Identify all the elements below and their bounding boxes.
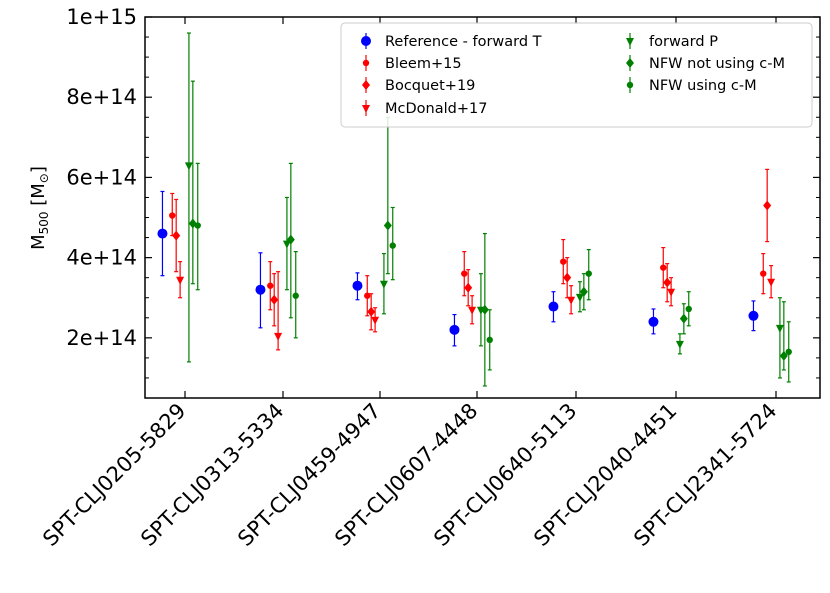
legend-frame: [340, 22, 813, 128]
data-point: [760, 270, 767, 277]
legend-item-forward-p: forward P: [626, 33, 718, 50]
data-point: [748, 310, 759, 321]
data-point: [176, 276, 185, 285]
legend-label: NFW using c-M: [649, 78, 757, 94]
legend-label: Bocquet+19: [385, 78, 475, 94]
data-point: [785, 348, 792, 356]
series-nfw-not-using-c-m: [188, 80, 788, 387]
data-point: [480, 304, 489, 315]
legend-item-nfw-using-c-m: NFW using c-M: [626, 77, 757, 94]
data-point: [352, 280, 363, 291]
ylabel-unit-open: [M: [28, 183, 49, 211]
data-point: [184, 162, 193, 171]
data-point: [675, 340, 684, 349]
data-point: [660, 264, 667, 271]
ylabel-base: M: [28, 234, 49, 250]
data-point: [449, 324, 460, 335]
legend-item-bleem-15: Bleem+15: [362, 55, 462, 72]
legend-label: McDonald+17: [385, 101, 487, 117]
data-point: [389, 242, 396, 249]
legend-item-bocquet-19: Bocquet+19: [362, 77, 475, 94]
y-tick-label: 1e+15: [66, 5, 137, 29]
data-point: [486, 336, 493, 344]
data-point: [255, 284, 266, 295]
ylabel-unit-close: ]: [28, 166, 49, 173]
legend-item-reference-forward-t: Reference - forward T: [361, 33, 542, 50]
data-point: [667, 288, 676, 297]
data-point: [274, 332, 283, 341]
data-point: [685, 305, 692, 313]
y-axis-ticks: 2e+14 4e+14 6e+14 8e+14 1e+15: [66, 5, 820, 399]
legend-label: forward P: [649, 34, 718, 50]
series-reference-forward-t: [157, 190, 759, 347]
data-point: [767, 278, 776, 287]
data-point: [679, 313, 688, 324]
legend-marker: [362, 105, 370, 113]
data-point: [267, 282, 274, 289]
data-point: [172, 230, 181, 241]
data-point: [367, 306, 376, 317]
data-point: [282, 240, 291, 249]
series-mcdonald-17: [176, 261, 776, 351]
y-tick-label: 4e+14: [66, 246, 137, 270]
data-point: [585, 270, 592, 277]
legend-label: Bleem+15: [385, 56, 462, 72]
data-point: [579, 286, 588, 297]
ylabel-sub: 500: [37, 211, 51, 234]
legend-marker: [626, 58, 634, 68]
legend-item-mcdonald-17: McDonald+17: [362, 100, 487, 117]
data-point: [779, 350, 788, 361]
y-tick-label: 8e+14: [66, 85, 137, 109]
legend-label: NFW not using c-M: [649, 56, 785, 72]
data-point: [461, 270, 468, 277]
data-point: [464, 282, 473, 293]
legend-marker: [626, 38, 634, 46]
data-point: [468, 306, 477, 315]
data-point: [567, 296, 576, 305]
data-point: [194, 222, 201, 229]
data-point: [270, 294, 279, 305]
series-nfw-using-c-m: [194, 162, 792, 383]
data-point: [286, 234, 295, 245]
data-point: [775, 324, 784, 333]
data-point: [157, 228, 168, 239]
y-tick-label: 6e+14: [66, 165, 137, 189]
data-point: [548, 301, 559, 312]
data-point: [379, 280, 388, 289]
legend-marker: [626, 81, 634, 89]
data-point: [371, 316, 380, 325]
data-point: [383, 220, 392, 231]
legend-marker: [362, 59, 370, 67]
data-point: [575, 293, 584, 302]
data-point: [560, 258, 567, 265]
y-tick-label: 2e+14: [66, 326, 137, 350]
legend-item-nfw-not-using-c-m: NFW not using c-M: [626, 55, 785, 72]
legend-marker: [362, 80, 370, 90]
series-bleem-15: [169, 192, 767, 317]
plot-frame: [144, 16, 821, 399]
data-point: [763, 200, 772, 211]
y-axis-label: M500 [M⊙]: [28, 166, 51, 250]
data-point: [292, 292, 299, 299]
data-point: [364, 292, 371, 299]
legend-label: Reference - forward T: [385, 34, 542, 50]
series-forward-p: [184, 32, 784, 379]
series-bocquet-19: [172, 168, 772, 331]
data-point: [663, 277, 672, 288]
data-point: [648, 316, 659, 327]
legend-marker: [361, 36, 371, 46]
data-point: [169, 212, 176, 219]
series-layer: [157, 32, 792, 387]
legend: Reference - forward T Bleem+15 Bocquet+19 M…: [340, 22, 813, 128]
ylabel-unit-sub: ⊙: [37, 173, 51, 183]
data-point: [563, 272, 572, 283]
